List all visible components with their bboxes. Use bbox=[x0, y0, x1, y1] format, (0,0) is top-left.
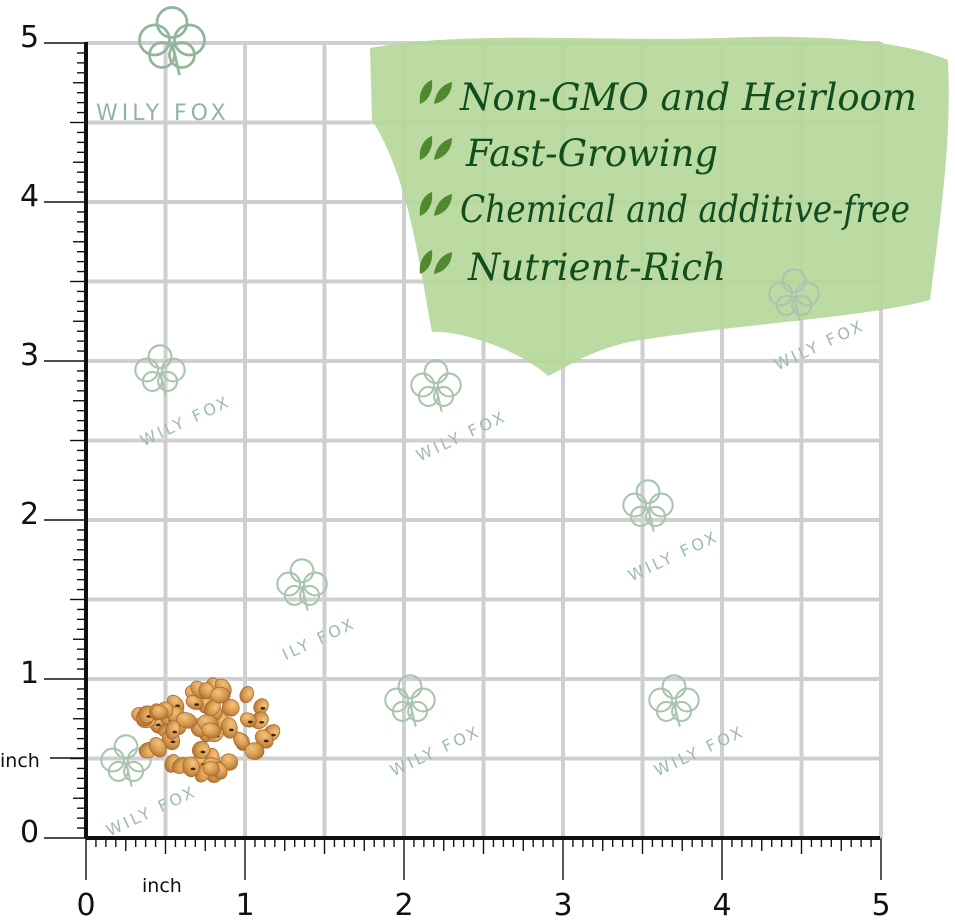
y-tick-label: 0 bbox=[20, 815, 39, 850]
seed-hilum bbox=[155, 723, 161, 727]
seed bbox=[182, 756, 200, 778]
seed-hilum bbox=[260, 707, 266, 710]
brand-name: WILY FOX bbox=[96, 101, 230, 126]
watermark: WILY FOX bbox=[410, 359, 510, 466]
seed bbox=[239, 712, 257, 728]
soybean-seeds bbox=[131, 677, 281, 784]
seed-hilum bbox=[200, 750, 206, 754]
leaf-check-icon bbox=[419, 192, 452, 216]
seed bbox=[151, 704, 169, 720]
seed-hilum bbox=[172, 730, 178, 734]
seed bbox=[165, 720, 181, 740]
watermark: ILY FOX bbox=[276, 558, 359, 665]
x-tick-label: 3 bbox=[553, 888, 572, 921]
y-tick-label: 3 bbox=[20, 338, 39, 373]
clover-icon bbox=[648, 674, 700, 728]
brand-logo: WILY FOX bbox=[96, 6, 230, 126]
seed bbox=[244, 742, 265, 760]
seed bbox=[191, 740, 210, 760]
clover-icon bbox=[622, 479, 674, 533]
x-tick-label: 1 bbox=[235, 888, 254, 921]
watermark-text: WILY FOX bbox=[103, 782, 200, 841]
watermark-text: WILY FOX bbox=[413, 407, 510, 466]
leaf-check-icon bbox=[419, 80, 452, 104]
seed bbox=[201, 722, 221, 739]
seed-hilum bbox=[247, 720, 253, 724]
feature-list: Non-GMO and Heirloom Fast-Growing Chemic… bbox=[419, 76, 917, 289]
x-tick-label: 2 bbox=[394, 888, 413, 921]
y-tick-label: 5 bbox=[20, 20, 39, 55]
seed-hilum bbox=[259, 720, 265, 724]
watermark: WILY FOX bbox=[622, 479, 722, 586]
clover-icon bbox=[134, 344, 186, 398]
seed-hilum bbox=[228, 728, 234, 732]
y-unit-label: inch bbox=[0, 750, 40, 772]
seed bbox=[221, 699, 240, 717]
watermark: WILY FOX bbox=[384, 674, 484, 781]
x-unit-label: inch bbox=[142, 875, 182, 897]
clover-icon bbox=[276, 558, 328, 612]
axis-labels: 0 1 2 3 4 5 0 1 2 3 4 5 bbox=[20, 20, 891, 921]
y-tick-label: 4 bbox=[20, 179, 39, 214]
watermark-text: WILY FOX bbox=[625, 527, 722, 586]
y-tick-label: 2 bbox=[20, 497, 39, 532]
x-tick-label: 0 bbox=[76, 888, 95, 921]
seed bbox=[239, 686, 254, 704]
feature-chemical-free: Chemical and additive-free bbox=[460, 188, 910, 231]
watermark-text: WILY FOX bbox=[651, 722, 748, 781]
watermark-text: WILY FOX bbox=[387, 722, 484, 781]
watermark-text: WILY FOX bbox=[771, 316, 868, 375]
seed-hilum bbox=[270, 733, 276, 737]
seed-hilum bbox=[263, 739, 269, 743]
seed bbox=[148, 737, 167, 758]
seed bbox=[175, 712, 197, 729]
x-tick-label: 5 bbox=[871, 888, 890, 921]
leaf-check-icon bbox=[419, 136, 452, 160]
watermark-text: ILY FOX bbox=[279, 614, 359, 665]
clover-icon bbox=[410, 359, 462, 413]
feature-badge bbox=[370, 36, 949, 376]
ruler-axes bbox=[44, 42, 882, 880]
seed bbox=[202, 761, 220, 777]
feature-nutrient-rich: Nutrient-Rich bbox=[467, 246, 726, 289]
feature-fast-growing: Fast-Growing bbox=[465, 132, 718, 175]
seed-hilum bbox=[190, 767, 196, 771]
leaf-check-icon bbox=[419, 250, 452, 274]
feature-non-gmo: Non-GMO and Heirloom bbox=[459, 76, 917, 119]
y-tick-label: 1 bbox=[20, 656, 39, 691]
clover-icon bbox=[100, 734, 152, 788]
seed-hilum bbox=[170, 740, 176, 744]
seed bbox=[210, 686, 231, 704]
x-tick-label: 4 bbox=[712, 888, 731, 921]
watermark: WILY FOX bbox=[648, 674, 748, 781]
seed-hilum bbox=[194, 703, 200, 706]
clover-icon bbox=[384, 674, 436, 728]
